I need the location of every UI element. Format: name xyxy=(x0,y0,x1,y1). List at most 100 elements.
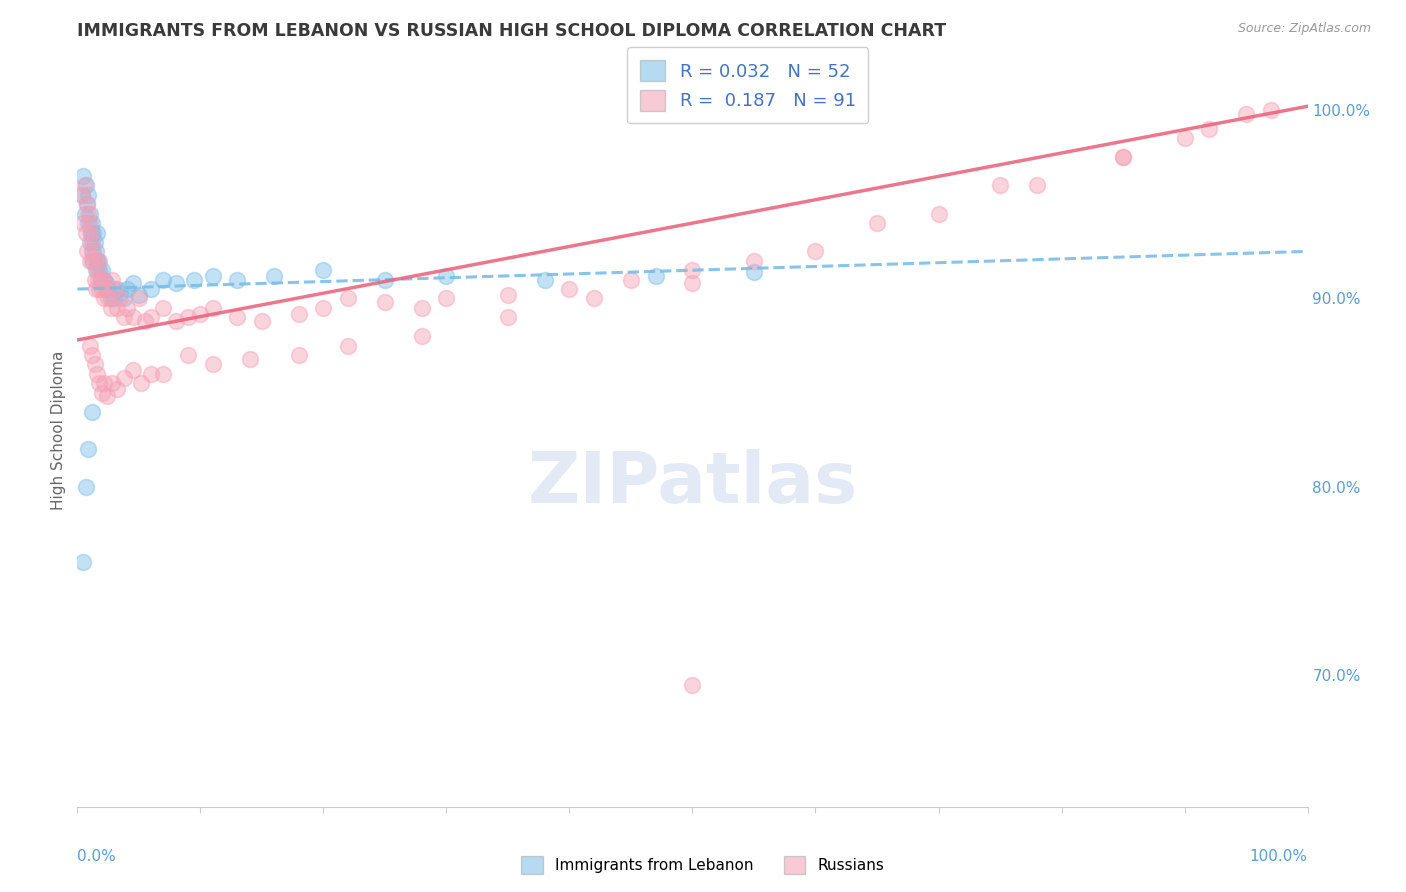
Point xyxy=(436,268,458,283)
Point xyxy=(82,244,104,259)
Point xyxy=(742,253,765,268)
Text: Source: ZipAtlas.com: Source: ZipAtlas.com xyxy=(1237,22,1371,36)
Text: 100.0%: 100.0% xyxy=(1250,848,1308,863)
Point xyxy=(288,307,311,321)
Point xyxy=(165,277,187,291)
Point xyxy=(1234,107,1257,121)
Point xyxy=(988,178,1011,193)
Point xyxy=(93,292,115,306)
Point xyxy=(112,310,135,325)
Point xyxy=(94,282,117,296)
Point xyxy=(90,273,112,287)
Point xyxy=(93,273,115,287)
Text: 0.0%: 0.0% xyxy=(77,848,117,863)
Point xyxy=(866,216,889,230)
Point xyxy=(87,273,110,287)
Point xyxy=(86,226,108,240)
Point xyxy=(312,301,335,315)
Point xyxy=(70,187,93,202)
Point xyxy=(103,292,125,306)
Point xyxy=(152,367,174,381)
Point xyxy=(83,358,105,372)
Point xyxy=(496,310,519,325)
Point xyxy=(105,282,128,296)
Point xyxy=(110,285,132,300)
Point xyxy=(128,287,150,301)
Point xyxy=(82,348,104,362)
Point xyxy=(86,263,108,277)
Point xyxy=(177,348,200,362)
Point xyxy=(105,301,128,315)
Point xyxy=(90,263,114,277)
Point xyxy=(83,235,105,249)
Point xyxy=(141,282,163,296)
Point xyxy=(112,370,135,384)
Legend: R = 0.032   N = 52, R =  0.187   N = 91: R = 0.032 N = 52, R = 0.187 N = 91 xyxy=(627,47,869,123)
Point xyxy=(79,338,101,352)
Point xyxy=(177,310,200,325)
Point xyxy=(75,480,97,494)
Point xyxy=(82,244,104,259)
Point xyxy=(103,282,125,296)
Point xyxy=(73,207,96,221)
Point xyxy=(84,263,107,277)
Point xyxy=(742,265,765,279)
Point xyxy=(534,273,557,287)
Point xyxy=(121,363,143,377)
Point xyxy=(79,216,101,230)
Point xyxy=(436,292,458,306)
Point xyxy=(87,253,110,268)
Point xyxy=(131,376,153,391)
Point xyxy=(96,389,118,403)
Point xyxy=(239,351,262,366)
Point xyxy=(644,268,666,283)
Point xyxy=(80,226,103,240)
Point xyxy=(70,187,93,202)
Point xyxy=(76,244,98,259)
Point xyxy=(105,382,128,396)
Point xyxy=(82,253,104,268)
Point xyxy=(141,367,163,381)
Point xyxy=(79,235,101,249)
Point xyxy=(100,292,122,306)
Point xyxy=(96,282,118,296)
Point xyxy=(121,277,143,291)
Point xyxy=(141,310,163,325)
Point xyxy=(77,207,100,221)
Point xyxy=(86,253,108,268)
Point xyxy=(190,307,212,321)
Point xyxy=(374,295,396,310)
Point xyxy=(84,282,107,296)
Point xyxy=(115,301,138,315)
Point xyxy=(411,301,433,315)
Point xyxy=(101,273,124,287)
Point xyxy=(250,314,273,328)
Point xyxy=(112,292,135,306)
Point xyxy=(75,178,97,193)
Point xyxy=(620,273,643,287)
Point xyxy=(1174,131,1197,145)
Point xyxy=(152,273,174,287)
Point xyxy=(496,287,519,301)
Point xyxy=(94,277,117,291)
Point xyxy=(82,235,104,249)
Point xyxy=(128,292,150,306)
Legend: Immigrants from Lebanon, Russians: Immigrants from Lebanon, Russians xyxy=(516,850,890,880)
Point xyxy=(89,376,111,391)
Point xyxy=(201,268,224,283)
Point xyxy=(79,253,101,268)
Point xyxy=(89,282,111,296)
Point xyxy=(101,376,124,391)
Text: ZIPatlas: ZIPatlas xyxy=(527,449,858,517)
Point xyxy=(77,442,100,457)
Point xyxy=(77,187,100,202)
Point xyxy=(121,310,143,325)
Point xyxy=(97,292,120,306)
Point xyxy=(90,273,112,287)
Point xyxy=(201,358,224,372)
Point xyxy=(84,253,107,268)
Point xyxy=(1026,178,1049,193)
Point xyxy=(682,678,704,692)
Point xyxy=(558,282,581,296)
Point xyxy=(83,273,105,287)
